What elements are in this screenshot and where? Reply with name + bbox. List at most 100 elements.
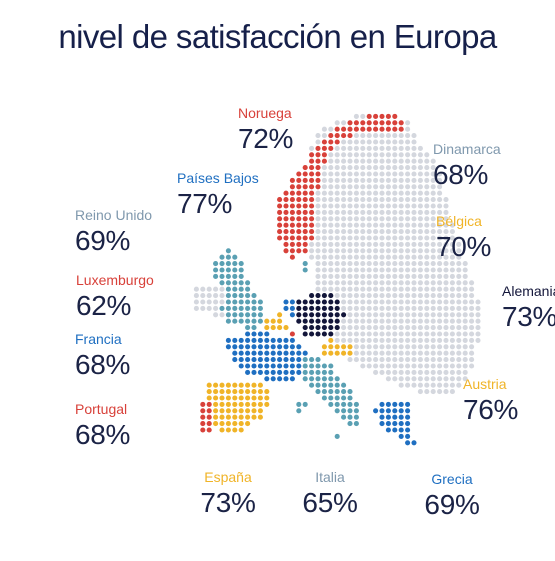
land-dot [373,184,379,190]
land-dot [405,267,411,273]
land-dot [347,197,353,203]
uk-dot [225,248,231,254]
france-dot [251,357,257,363]
france-dot [277,337,283,343]
land-dot [379,325,385,331]
land-dot [353,209,359,215]
land-dot [347,229,353,235]
land-dot [341,261,347,267]
land-dot [462,376,468,382]
land-dot [347,248,353,254]
land-dot [398,280,404,286]
land-dot [379,197,385,203]
france-dot [245,363,251,369]
land-dot [347,171,353,177]
uk-dot [245,325,251,331]
norway-dot [283,248,289,254]
france-dot [264,363,270,369]
germany-dot [321,318,327,324]
france-dot [296,350,302,356]
uk-dot [238,312,244,318]
land-dot [353,337,359,343]
land-dot [385,133,391,139]
land-dot [456,280,462,286]
land-dot [417,337,423,343]
germany-dot [309,331,315,337]
land-dot [328,165,334,171]
land-dot [360,152,366,158]
land-dot [373,177,379,183]
norway-dot [283,229,289,235]
land-dot [379,133,385,139]
land-dot [385,241,391,247]
norway-dot [315,177,321,183]
italy-dot [315,376,321,382]
land-dot [398,369,404,375]
land-dot [334,331,340,337]
land-dot [405,363,411,369]
land-dot [373,325,379,331]
land-dot [437,286,443,292]
land-dot [206,286,212,292]
land-dot [411,177,417,183]
land-dot [398,267,404,273]
land-dot [443,369,449,375]
norway-dot [283,209,289,215]
land-dot [334,241,340,247]
land-dot [341,197,347,203]
land-dot [424,389,430,395]
land-dot [430,222,436,228]
spain-dot [245,395,251,401]
land-dot [366,190,372,196]
land-dot [405,273,411,279]
land-dot [456,363,462,369]
norway-dot [385,113,391,119]
italy-dot [321,395,327,401]
land-dot [334,286,340,292]
land-dot [353,325,359,331]
land-dot [353,216,359,222]
greece-dot [385,408,391,414]
land-dot [398,248,404,254]
france-dot [264,357,270,363]
land-dot [379,235,385,241]
norway-dot [289,241,295,247]
land-dot [443,254,449,260]
land-dot [353,305,359,311]
land-dot [321,273,327,279]
land-dot [437,369,443,375]
land-dot [321,261,327,267]
island-dot [302,261,308,267]
uk-dot [225,312,231,318]
italy-dot [353,414,359,420]
land-dot [398,318,404,324]
land-dot [213,293,219,299]
land-dot [360,133,366,139]
land-dot [341,120,347,126]
land-dot [321,222,327,228]
france-dot [232,337,238,343]
land-dot [315,222,321,228]
land-dot [385,273,391,279]
spain-dot [232,389,238,395]
land-dot [417,190,423,196]
land-dot [328,235,334,241]
land-dot [360,171,366,177]
land-dot [360,261,366,267]
land-dot [366,145,372,151]
land-dot [430,177,436,183]
land-dot [385,139,391,145]
land-dot [437,261,443,267]
land-dot [462,305,468,311]
land-dot [437,280,443,286]
land-dot [456,293,462,299]
norway-dot [353,126,359,132]
france-dot [245,357,251,363]
land-dot [366,293,372,299]
spain-dot [225,389,231,395]
land-dot [392,184,398,190]
land-dot [437,350,443,356]
uk-dot [232,318,238,324]
land-dot [379,158,385,164]
land-dot [437,376,443,382]
